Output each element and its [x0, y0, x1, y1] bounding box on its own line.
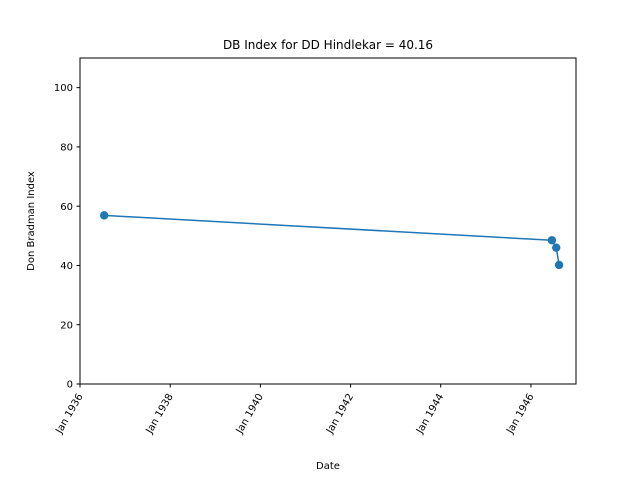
y-tick-label: 100 [54, 83, 73, 94]
plot-frame [79, 57, 577, 385]
series-layer [99, 211, 564, 270]
data-point [547, 236, 557, 245]
y-axis-label: Don Bradman Index [26, 171, 37, 271]
data-point [554, 260, 564, 270]
x-tick-label: Jan 1946 [504, 392, 536, 437]
y-tick-label: 60 [60, 202, 73, 213]
y-tick-label: 80 [60, 143, 73, 154]
y-axis: 0 20 40 60 80 100 [54, 83, 80, 391]
chart-title: DB Index for DD Hindlekar = 40.16 [223, 38, 433, 52]
data-point [552, 243, 561, 252]
series-line [103, 214, 560, 266]
x-tick-label: Jan 1942 [324, 392, 356, 437]
y-tick-label: 0 [67, 380, 73, 391]
x-tick-label: Jan 1936 [54, 392, 86, 437]
x-tick-label: Jan 1944 [414, 392, 446, 437]
y-tick-label: 40 [60, 261, 73, 272]
x-tick-label: Jan 1940 [234, 392, 266, 437]
x-axis-label: Date [316, 461, 340, 472]
x-tick-label: Jan 1938 [144, 392, 176, 437]
data-point [99, 211, 109, 220]
y-tick-label: 20 [60, 320, 73, 331]
x-axis: Jan 1936 Jan 1938 Jan 1940 Jan 1942 Jan 1944… [54, 384, 537, 437]
